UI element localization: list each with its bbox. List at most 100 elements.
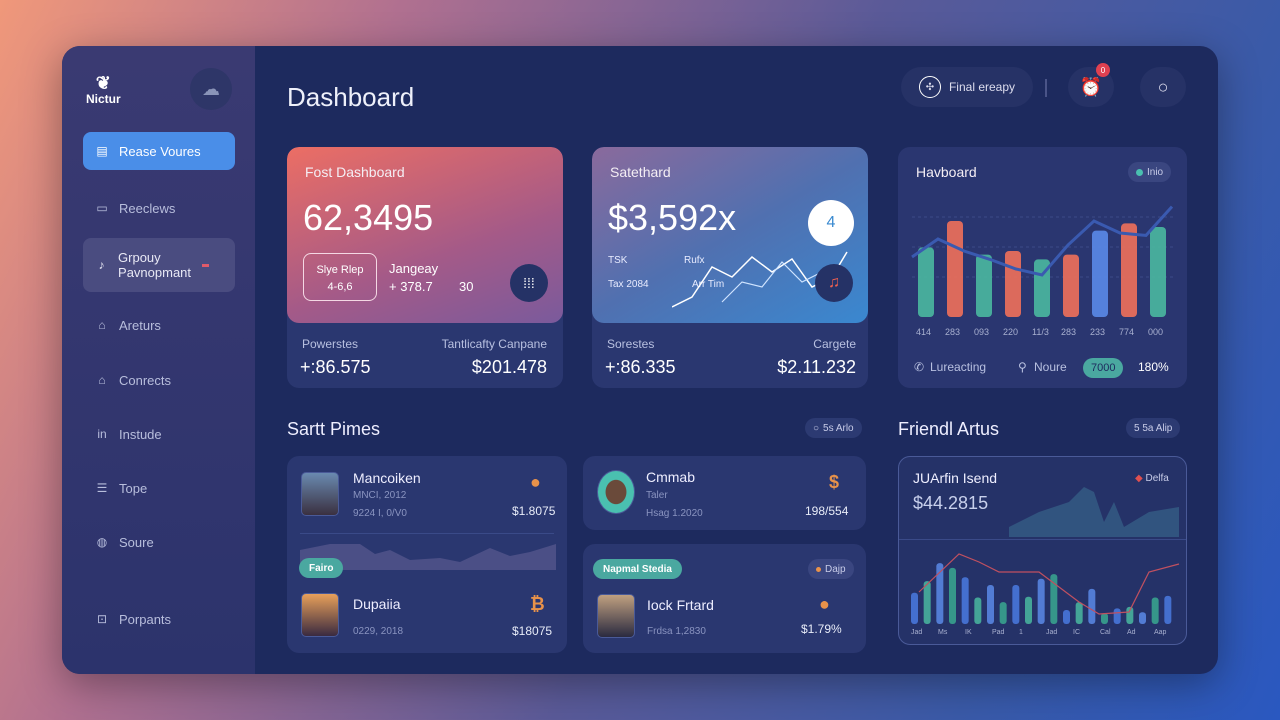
person-name: Iock Frtard: [647, 597, 714, 613]
settings-button[interactable]: ○: [1140, 67, 1186, 107]
bar: [918, 247, 934, 317]
fost-dashboard-card[interactable]: Fost Dashboard 62,3495 Slye Rlep 4-6,6 Ja…: [287, 147, 563, 388]
home-outline-icon: ⌂: [98, 318, 106, 332]
x-tick-label: Cal: [1100, 629, 1111, 636]
friend-chart-card[interactable]: JUArfin Isend $44.2815 ◆ Delfa Jad Ms IK Pa…: [898, 456, 1187, 645]
clipboard-icon: ▤: [96, 144, 108, 158]
sidebar-item-tope[interactable]: ☰ Tope: [83, 469, 235, 507]
chart-title: JUArfin Isend: [913, 470, 998, 486]
footer-badge: 7000: [1083, 358, 1124, 378]
satethard-card[interactable]: Satethard $3,592x 4 TSK Rufx Tax 2084 Ar…: [592, 147, 868, 388]
footer-call-label[interactable]: Lureacting: [930, 360, 987, 374]
ring-icon: ○: [1157, 76, 1169, 97]
house-icon: ⌂: [98, 373, 106, 387]
bar: [947, 221, 963, 317]
sidebar-item-rease-voures[interactable]: ▤ Rease Voures: [83, 132, 235, 170]
person-amount: $18075: [512, 624, 553, 638]
x-tick-label: 220: [1003, 327, 1019, 337]
sidebar-item-soure[interactable]: ◍ Soure: [83, 523, 235, 561]
card-value: 62,3495: [303, 197, 434, 238]
bar: [1025, 596, 1032, 624]
footer-percent: 180%: [1138, 360, 1169, 374]
x-tick-label: 774: [1119, 327, 1135, 337]
sidebar-item-instude[interactable]: in Instude: [83, 415, 235, 453]
filter-pill-right[interactable]: 5 5a Alip: [1126, 418, 1181, 438]
weather-cloud-icon[interactable]: ☁: [190, 68, 232, 110]
grid-menu-icon[interactable]: ⁞⁞⁞: [510, 264, 548, 302]
bar: [911, 592, 918, 624]
sidebar-item-grpouy[interactable]: ♪ Grpouy Pavnopmant: [83, 238, 235, 292]
area-sparkline: [300, 544, 556, 570]
logo[interactable]: ❦ Nictur: [86, 74, 121, 106]
rank-box[interactable]: Slye Rlep 4-6,6: [303, 253, 377, 301]
havboard-card[interactable]: Havboard Inio 414 283 093 220 11/3 283 233 774 0…: [898, 147, 1187, 388]
lock-icon: ⊡: [96, 612, 108, 626]
x-tick-label: 1: [1019, 629, 1023, 636]
bar: [961, 577, 969, 624]
bar: [1150, 227, 1166, 317]
status-pill[interactable]: Inio: [1128, 162, 1172, 182]
area: [1009, 487, 1179, 537]
bar: [1005, 251, 1021, 317]
nav-label: Conrects: [119, 372, 172, 388]
bar: [1050, 574, 1058, 624]
x-tick-label: Ms: [938, 629, 948, 636]
bar: [1092, 230, 1108, 317]
x-tick-label: Jad: [911, 629, 923, 636]
bar: [1151, 597, 1159, 624]
notifications-button[interactable]: ⏰ 0: [1068, 63, 1114, 107]
trend-line: [911, 205, 1174, 277]
sidebar: ❦ Nictur ☁ ▤ Rease Voures ▭ Reeclews ♪ Grpou…: [62, 46, 255, 674]
bar: [1075, 602, 1083, 624]
sparkline-2: [721, 261, 833, 303]
legend-tax: Tax 2084: [608, 279, 649, 290]
sidebar-item-porpants[interactable]: ⊡ Porpants: [83, 600, 235, 638]
bar: [1101, 613, 1108, 624]
foot-right-value: $201.478: [471, 357, 547, 377]
list-icon: ☰: [96, 481, 108, 495]
bitcoin-icon: ₿: [530, 594, 545, 614]
sidebar-item-reeclews[interactable]: ▭ Reeclews: [83, 189, 235, 227]
person-amount: $1.79%: [801, 622, 842, 636]
person-tag[interactable]: Fairo: [299, 558, 344, 578]
person-card-iock[interactable]: Napmal Stedia Dajp Iock Frtard Frdsa 1,2…: [583, 544, 866, 653]
person-detail: Taler: [646, 490, 668, 501]
nav-label: Tope: [119, 480, 148, 496]
person-card-cmmab[interactable]: Cmmab Taler Hsag 1.2020 $ 198/554: [583, 456, 866, 530]
dollar-coin-icon: $: [829, 472, 840, 492]
person-detail-2: Hsag 1.2020: [646, 508, 703, 519]
bar: [1063, 254, 1079, 317]
status-pill[interactable]: Dajp: [808, 559, 854, 579]
x-tick-label: Ad: [1127, 629, 1136, 636]
footer-search-label[interactable]: Noure: [1034, 360, 1067, 374]
profile-icon: ✣: [918, 76, 941, 98]
count-circle[interactable]: 4: [808, 200, 854, 246]
x-tick-label: Jad: [1046, 629, 1058, 636]
circle-icon: ○: [813, 422, 820, 434]
section-title-right: Friendl Artus: [898, 419, 1000, 439]
sidebar-item-areturs[interactable]: ⌂ Areturs: [83, 306, 235, 344]
area: [300, 544, 556, 570]
person-tag[interactable]: Napmal Stedia: [593, 559, 682, 579]
nav-label: Areturs: [119, 317, 161, 333]
x-tick-label: 233: [1090, 327, 1106, 337]
bar: [1037, 578, 1045, 624]
pill-label: 5s Arlo: [823, 422, 854, 434]
music-note-icon[interactable]: ♫: [815, 264, 853, 302]
filter-pill-left[interactable]: ○ 5s Arlo: [805, 418, 862, 438]
sidebar-item-conrects[interactable]: ⌂ Conrects: [83, 361, 235, 399]
person-amount: $1.8075: [512, 504, 556, 518]
card-title: Satethard: [610, 164, 671, 180]
foot-left-value: +:86.575: [300, 357, 371, 377]
bar: [1063, 609, 1070, 624]
x-tick-label: 000: [1148, 327, 1164, 337]
profile-label: Final ereapy: [948, 80, 1016, 94]
leaf-icon: ❦: [95, 73, 111, 93]
status-dot: [816, 566, 821, 572]
legend-tsk: TSK: [608, 255, 628, 266]
person-detail: MNCI, 2012: [353, 490, 407, 501]
profile-button[interactable]: ✣ Final ereapy: [901, 67, 1033, 107]
bar: [923, 581, 931, 624]
person-name[interactable]: Mancoiken: [353, 470, 421, 486]
person-name[interactable]: Dupaiia: [353, 596, 401, 612]
